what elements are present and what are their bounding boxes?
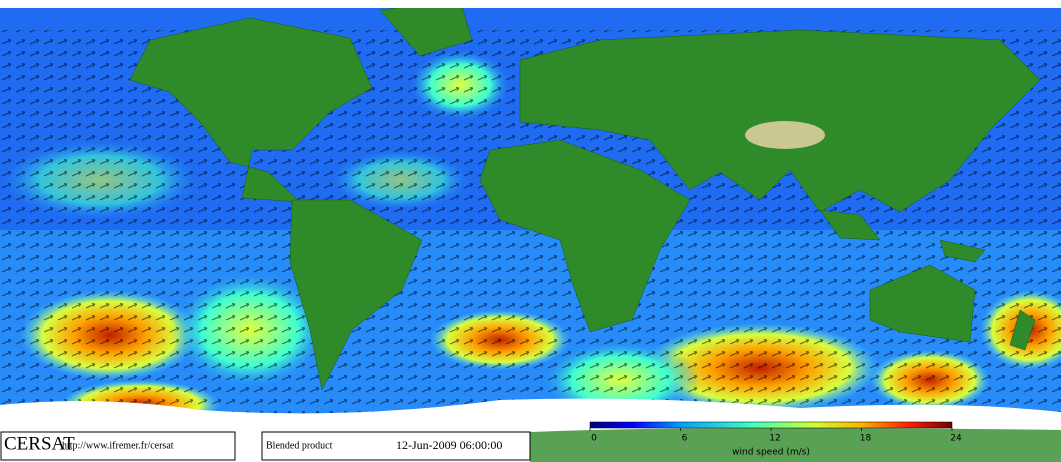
colorbar-tick-label: 18 <box>860 434 872 444</box>
colorbar-tick-label: 24 <box>950 434 962 444</box>
colorbar <box>589 421 953 429</box>
colorbar-tick-label: 12 <box>769 434 780 444</box>
arctic <box>0 0 1061 8</box>
antarctica-terrain <box>530 427 1061 462</box>
logo: CERSAT <box>4 433 75 454</box>
colorbar-tick-label: 6 <box>682 434 688 444</box>
colorbar-label: wind speed (m/s) <box>732 448 810 458</box>
date: 12-Jun-2009 06:00:00 <box>396 438 502 452</box>
product-box <box>261 431 531 461</box>
url: http://www.ifremer.fr/cersat <box>62 440 174 451</box>
product: Blended product <box>266 440 333 451</box>
continents <box>129 0 1041 391</box>
colorbar-tick-label: 0 <box>591 434 597 444</box>
tibet-plateau <box>745 121 825 149</box>
logo-box <box>0 431 236 461</box>
